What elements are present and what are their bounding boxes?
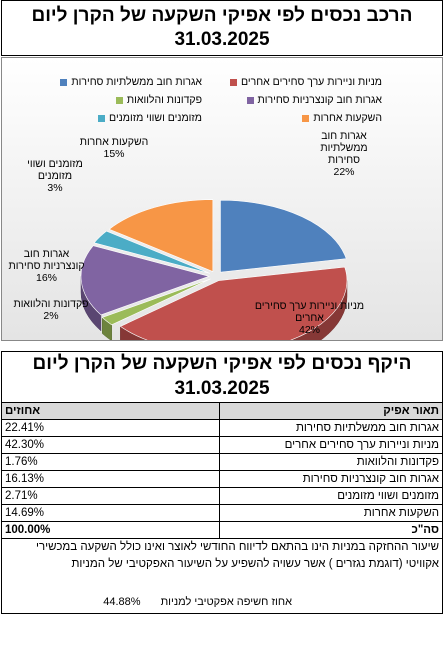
slice <box>119 266 348 340</box>
legend-label: השקעות אחרות <box>313 112 382 124</box>
cell: 16.13% <box>1 470 220 488</box>
data-label: מזומנים ושווי מזומנים 3% <box>20 158 90 194</box>
header-cell: תאור אפיק <box>219 402 443 420</box>
spacer <box>1 573 443 591</box>
cell: אגרות חוב ממשלתיות סחירות <box>219 419 443 437</box>
header-cell: אחוזים <box>1 402 220 420</box>
legend-swatch <box>230 78 238 86</box>
legend-item: אגרות חוב ממשלתיות סחירות <box>60 76 202 88</box>
cell: מניות וניירות ערך סחירים אחרים <box>219 436 443 454</box>
data-label: פקדונות והלוואות 2% <box>6 298 96 322</box>
chart-subtitle: 31.03.2025 <box>174 29 270 50</box>
data-label-value: 16% <box>35 272 57 284</box>
data-label: מניות וניירות ערך סחירים אחרים 42% <box>252 300 367 336</box>
table: היקף נכסים לפי אפיקי השקעה של הקרן ליום … <box>1 351 443 614</box>
cell: 100.00% <box>1 521 220 539</box>
cell: פקדונות והלוואות <box>219 453 443 471</box>
legend-label: פקדונות והלוואות <box>126 94 202 106</box>
chart: אגרות חוב ממשלתיות סחירות מניות וניירות ע… <box>1 57 443 341</box>
table-row: אגרות חוב קונצרניות סחירות 16.13% <box>1 470 443 488</box>
slice-tops <box>80 199 348 340</box>
footer-value: 44.88% <box>103 596 141 608</box>
data-label-value: 42% <box>298 324 320 336</box>
cell: 1.76% <box>1 453 220 471</box>
legend-swatch <box>115 96 123 104</box>
data-label: אגרות חוב קונצרניות סחירות 16% <box>4 248 89 284</box>
footer-label: אחוז חשיפה אפקטיבי למניות <box>160 596 292 608</box>
footer-row: אחוז חשיפה אפקטיבי למניות 44.88% <box>1 591 443 614</box>
legend-swatch <box>98 114 106 122</box>
legend-label: מניות וניירות ערך סחירים אחרים <box>241 76 382 88</box>
cell: מזומנים ושווי מזומנים <box>219 487 443 505</box>
chart-title-box: הרכב נכסים לפי אפיקי השקעה של הקרן ליום … <box>1 0 443 56</box>
legend-item: מזומנים ושווי מזומנים <box>98 112 202 124</box>
data-label-value: 22% <box>333 166 355 178</box>
cell: 14.69% <box>1 504 220 522</box>
cell: 2.71% <box>1 487 220 505</box>
legend-swatch <box>246 96 254 104</box>
slice <box>93 230 211 274</box>
table-row: אגרות חוב ממשלתיות סחירות 22.41% <box>1 419 443 437</box>
data-label-value: 2% <box>43 310 59 322</box>
slice <box>101 278 211 326</box>
data-label-name: מזומנים ושווי מזומנים <box>27 158 83 182</box>
table-title: היקף נכסים לפי אפיקי השקעה של הקרן ליום <box>1 351 443 376</box>
cell: אגרות חוב קונצרניות סחירות <box>219 470 443 488</box>
chart-title: הרכב נכסים לפי אפיקי השקעה של הקרן ליום <box>31 5 413 26</box>
note: שיעור ההחזקה במניות הינו בהתאם לדיווח הח… <box>1 538 443 573</box>
footer: אחוז חשיפה אפקטיבי למניות 44.88% <box>1 591 443 614</box>
table-row: סה"כ 100.00% <box>1 521 443 539</box>
table-row: מזומנים ושווי מזומנים 2.71% <box>1 487 443 505</box>
legend-label: מזומנים ושווי מזומנים <box>109 112 202 124</box>
slice <box>220 199 347 273</box>
legend-item: אגרות חוב קונצרניות סחירות <box>246 94 382 106</box>
legend-item: מניות וניירות ערך סחירים אחרים <box>230 76 382 88</box>
data-label-name: השקעות אחרות <box>79 136 149 148</box>
data-label-name: פקדונות והלוואות <box>13 298 89 310</box>
legend-item: השקעות אחרות <box>302 112 382 124</box>
table-date: 31.03.2025 <box>1 376 443 403</box>
slice <box>80 245 211 316</box>
legend-swatch <box>60 78 68 86</box>
cell: 22.41% <box>1 419 220 437</box>
legend-label: אגרות חוב ממשלתיות סחירות <box>71 76 202 88</box>
data-label-name: מניות וניירות ערך סחירים אחרים <box>254 300 365 324</box>
data-label-name: אגרות חוב קונצרניות סחירות <box>8 248 85 272</box>
cell: השקעות אחרות <box>219 504 443 522</box>
legend-item: פקדונות והלוואות <box>115 94 202 106</box>
cell: 42.30% <box>1 436 220 454</box>
cell: סה"כ <box>219 521 443 539</box>
note-row: שיעור ההחזקה במניות הינו בהתאם לדיווח הח… <box>1 538 443 573</box>
table-row: השקעות אחרות 14.69% <box>1 504 443 522</box>
table-row: פקדונות והלוואות 1.76% <box>1 453 443 471</box>
data-label: אגרות חוב ממשלתיות סחירות 22% <box>304 130 384 178</box>
data-label-name: אגרות חוב ממשלתיות סחירות <box>320 130 368 166</box>
data-label-value: 15% <box>103 148 125 160</box>
table-row: מניות וניירות ערך סחירים אחרים 42.30% <box>1 436 443 454</box>
data-label-value: 3% <box>47 182 63 194</box>
legend-swatch <box>302 114 310 122</box>
data-label: השקעות אחרות 15% <box>74 136 154 160</box>
pie <box>80 199 348 340</box>
slice <box>108 199 214 272</box>
spacer-row <box>1 573 443 591</box>
legend-label: אגרות חוב קונצרניות סחירות <box>257 94 382 106</box>
